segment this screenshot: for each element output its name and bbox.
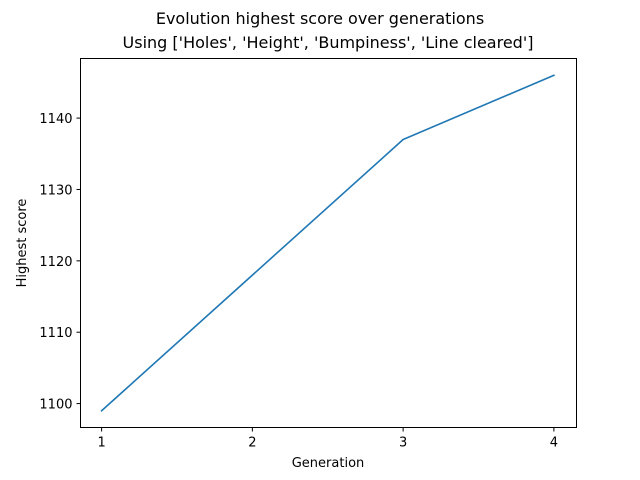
y-tick-label: 1100 (39, 398, 72, 413)
y-tick-label: 1110 (39, 326, 72, 341)
series-layer (100, 74, 555, 412)
y-tick-label: 1140 (39, 112, 72, 127)
y-tick-label: 1120 (39, 255, 72, 270)
x-tick-label: 2 (248, 436, 256, 451)
y-axis: 1100 1110 1120 1130 1140 (39, 112, 81, 413)
series-line (100, 74, 555, 412)
x-axis-label: Generation (292, 456, 365, 471)
x-axis: 1 2 3 4 (97, 427, 558, 451)
y-axis-label: Highest score (15, 199, 30, 288)
plot-area: 1 2 3 4 1100 1110 1120 1130 1140 (39, 58, 577, 451)
plot-frame (80, 58, 577, 428)
x-tick-label: 4 (550, 436, 558, 451)
chart-title: Evolution highest score over generations (156, 9, 484, 28)
x-tick-label: 1 (97, 436, 105, 451)
chart-subtitle: Using ['Holes', 'Height', 'Bumpiness', '… (123, 33, 534, 52)
x-tick-label: 3 (399, 436, 407, 451)
y-tick-label: 1130 (39, 183, 72, 198)
